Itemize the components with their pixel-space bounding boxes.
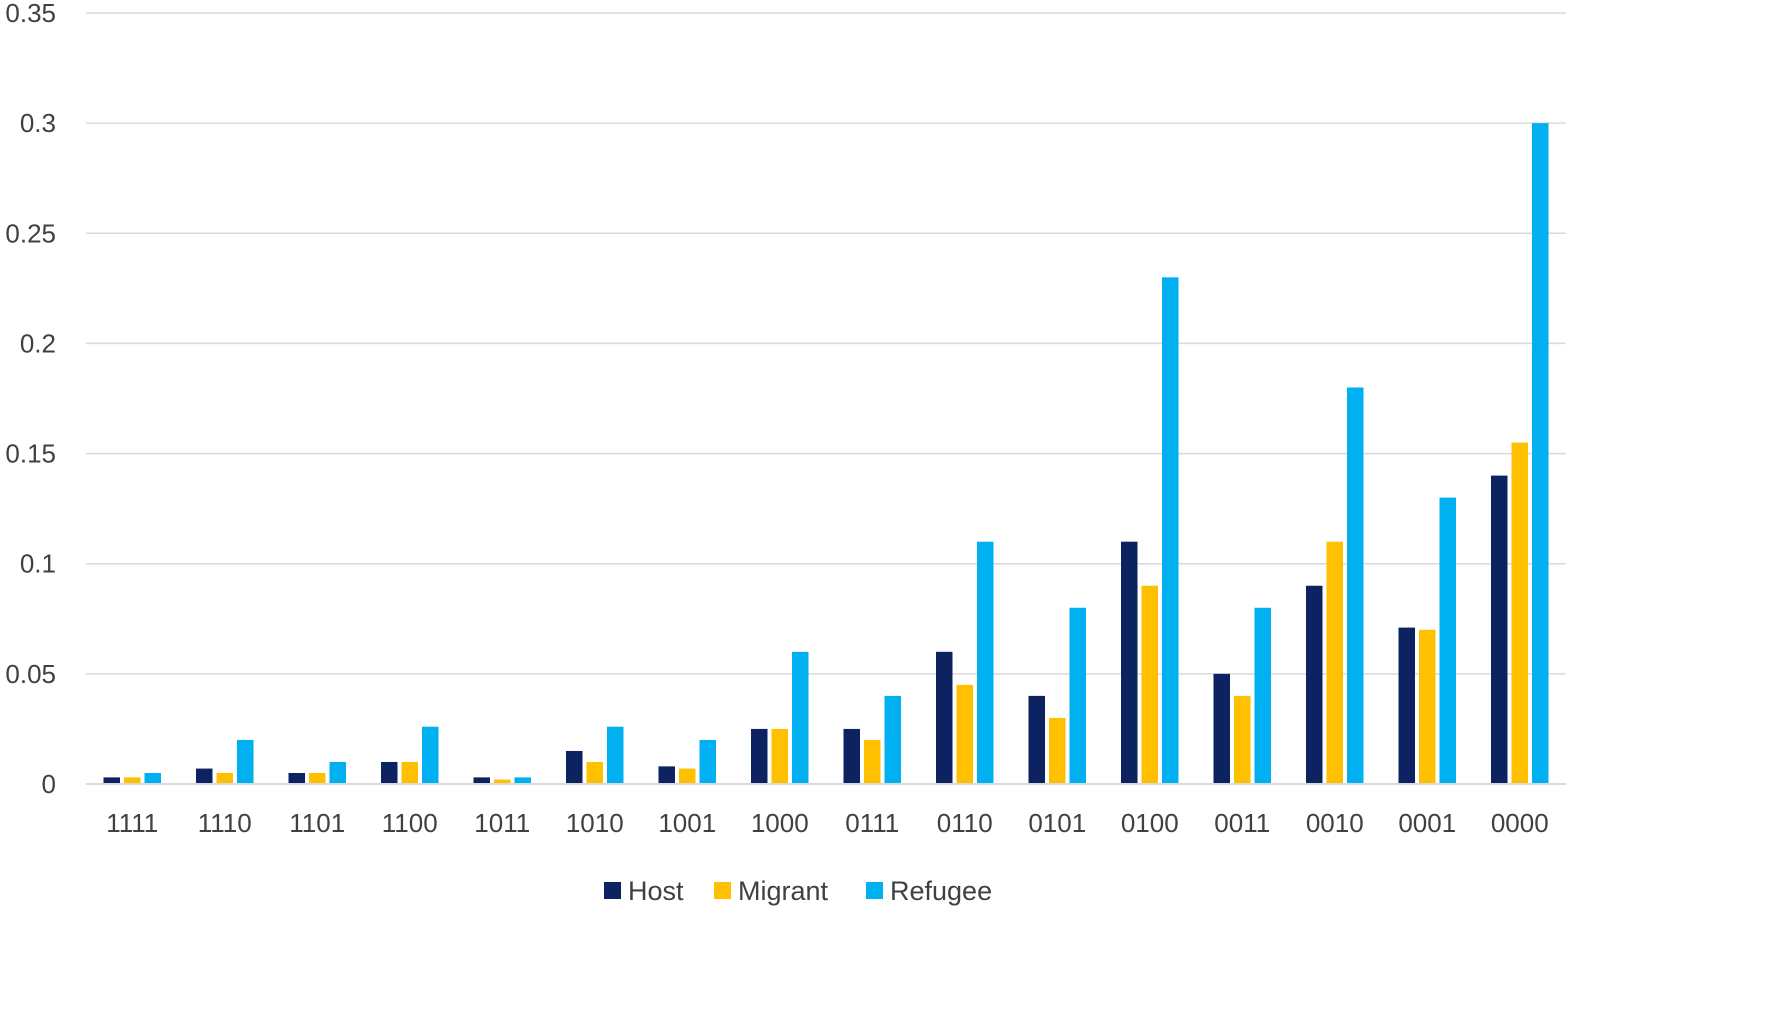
bar-migrant-1110 xyxy=(216,772,233,784)
x-tick-label: 0111 xyxy=(845,808,899,838)
bar-refugee-1000 xyxy=(792,651,809,784)
y-tick-label: 0 xyxy=(42,769,56,799)
bar-host-0100 xyxy=(1121,541,1138,784)
y-tick-label: 0.1 xyxy=(20,549,56,579)
legend-swatch-migrant xyxy=(714,882,731,899)
x-tick-label: 0110 xyxy=(937,808,993,838)
bar-refugee-1111 xyxy=(144,772,161,784)
bar-migrant-1111 xyxy=(124,777,141,784)
bar-refugee-0010 xyxy=(1347,387,1364,784)
bar-migrant-0101 xyxy=(1049,717,1066,784)
bar-host-0000 xyxy=(1491,475,1508,784)
x-tick-label: 1111 xyxy=(106,808,158,838)
bar-refugee-0101 xyxy=(1069,607,1086,784)
bar-refugee-0000 xyxy=(1532,123,1549,784)
bar-migrant-0110 xyxy=(956,684,973,784)
bar-refugee-1010 xyxy=(607,726,624,784)
x-tick-label: 0101 xyxy=(1028,808,1086,838)
x-tick-label: 1010 xyxy=(566,808,624,838)
x-tick-label: 1110 xyxy=(198,808,252,838)
bar-migrant-0000 xyxy=(1511,442,1528,784)
bar-host-1001 xyxy=(658,766,675,784)
bar-migrant-1100 xyxy=(401,761,418,784)
x-tick-label: 1000 xyxy=(751,808,809,838)
x-tick-label: 0010 xyxy=(1306,808,1364,838)
bar-migrant-0011 xyxy=(1234,695,1251,784)
x-axis-ticks: 1111 1110 1101 1100 1011 1010 1001 1000 0111 0110… xyxy=(106,808,1548,838)
bar-migrant-1011 xyxy=(494,779,511,784)
bar-migrant-1010 xyxy=(586,761,603,784)
y-tick-label: 0.35 xyxy=(5,0,56,28)
x-tick-label: 1101 xyxy=(289,808,345,838)
y-tick-label: 0.2 xyxy=(20,328,56,358)
bar-migrant-0001 xyxy=(1419,629,1436,784)
bar-host-0110 xyxy=(936,651,953,784)
bar-host-1010 xyxy=(566,750,583,784)
bar-host-1100 xyxy=(381,761,398,784)
bar-refugee-0011 xyxy=(1254,607,1271,784)
bar-host-1110 xyxy=(196,768,213,784)
x-tick-label: 0001 xyxy=(1398,808,1456,838)
y-tick-label: 0.25 xyxy=(5,218,56,248)
bar-host-1101 xyxy=(288,772,305,784)
bar-refugee-0111 xyxy=(884,695,901,784)
legend-label-host: Host xyxy=(628,876,684,906)
bar-host-1011 xyxy=(473,777,490,784)
bar-host-0111 xyxy=(843,728,860,784)
bar-migrant-1001 xyxy=(679,768,696,784)
x-tick-label: 0100 xyxy=(1121,808,1179,838)
bar-host-0101 xyxy=(1028,695,1045,784)
x-tick-label: 1100 xyxy=(382,808,438,838)
bar-refugee-1110 xyxy=(237,739,254,784)
bar-refugee-0110 xyxy=(977,541,994,784)
bar-refugee-1101 xyxy=(329,761,346,784)
bar-refugee-1011 xyxy=(514,777,531,784)
y-tick-label: 0.3 xyxy=(20,108,56,138)
gridlines xyxy=(86,12,1566,675)
bar-refugee-0001 xyxy=(1439,497,1456,784)
x-tick-label: 0000 xyxy=(1491,808,1549,838)
bar-migrant-0010 xyxy=(1326,541,1343,784)
bar-refugee-1001 xyxy=(699,739,716,784)
bar-refugee-0100 xyxy=(1162,277,1179,784)
bar-host-1111 xyxy=(103,777,120,784)
legend-swatch-refugee xyxy=(866,882,883,899)
legend-swatch-host xyxy=(604,882,621,899)
legend-label-refugee: Refugee xyxy=(890,876,992,906)
bar-migrant-0100 xyxy=(1141,585,1158,784)
bar-refugee-1100 xyxy=(422,726,439,784)
bar-host-1000 xyxy=(751,728,768,784)
bars xyxy=(103,123,1549,784)
bar-host-0001 xyxy=(1398,627,1415,784)
bar-migrant-1101 xyxy=(309,772,326,784)
bar-migrant-0111 xyxy=(864,739,881,784)
y-axis-ticks: 0 0.05 0.1 0.15 0.2 0.25 0.3 0.35 xyxy=(5,0,56,799)
bar-host-0010 xyxy=(1306,585,1323,784)
x-tick-label: 1011 xyxy=(474,808,530,838)
x-tick-label: 0011 xyxy=(1214,808,1270,838)
y-tick-label: 0.15 xyxy=(5,439,56,469)
legend-label-migrant: Migrant xyxy=(738,876,829,906)
legend: Host Migrant Refugee xyxy=(604,876,992,906)
y-tick-label: 0.05 xyxy=(5,659,56,689)
bar-host-0011 xyxy=(1213,673,1230,784)
bar-migrant-1000 xyxy=(771,728,788,784)
x-tick-label: 1001 xyxy=(658,808,716,838)
